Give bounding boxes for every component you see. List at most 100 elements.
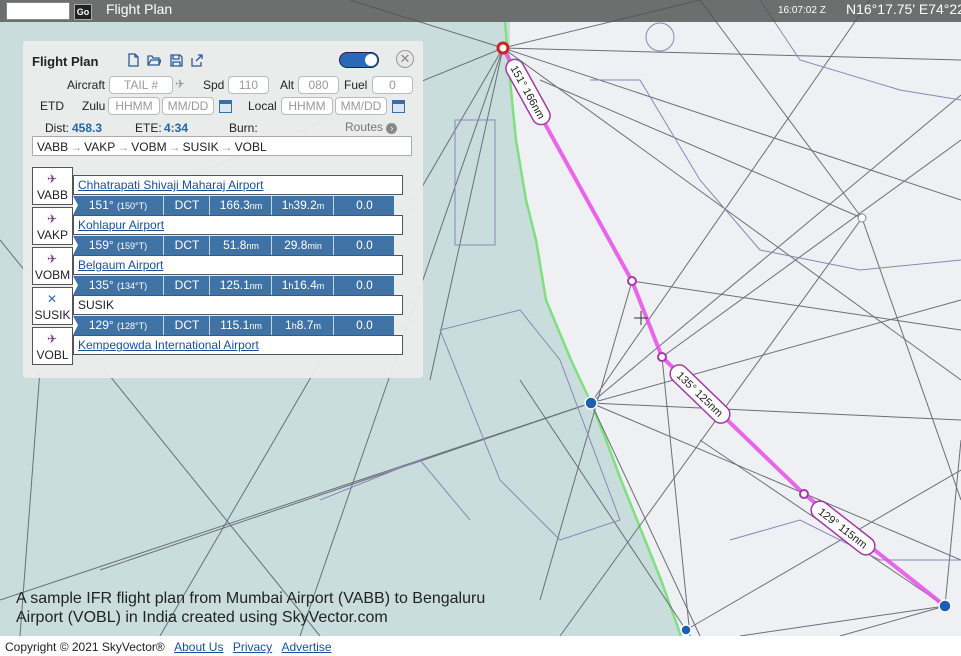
toggle-knob	[365, 54, 377, 66]
leg-fuel: 0.0	[356, 198, 373, 212]
route-arrow-icon: →	[70, 140, 83, 154]
local-date-input[interactable]: MM/DD	[335, 97, 387, 115]
leg-course: 159°	[88, 238, 114, 252]
routes-arrow-icon: ›	[386, 123, 398, 134]
route-point: VOBM	[131, 140, 167, 154]
alt-label: Alt	[280, 78, 295, 92]
fuel-input[interactable]: 0	[372, 76, 413, 94]
leg-ete-hours: 1	[281, 278, 289, 292]
route-label-3-text: 129° 115nm	[816, 506, 870, 552]
zulu-calendar-icon[interactable]	[219, 100, 232, 113]
spd-input[interactable]: 110	[228, 76, 269, 94]
route-arrow-icon: →	[168, 140, 181, 154]
leg-arrow-icon	[73, 196, 78, 215]
search-input[interactable]	[6, 2, 70, 20]
leg-ete-hours: 1	[281, 198, 289, 212]
new-document-icon[interactable]	[126, 53, 140, 67]
coastline	[503, 21, 683, 636]
zulu-time: 16:07:02 Z	[778, 5, 826, 16]
zulu-time-input[interactable]: HHMM	[108, 97, 160, 115]
vor-marker-2	[680, 624, 692, 636]
advertise-link[interactable]: Advertise	[281, 640, 332, 654]
vor-marker	[584, 396, 598, 410]
leg-fuel: 0.0	[356, 318, 373, 332]
caption-line-1: A sample IFR flight plan from Mumbai Air…	[16, 590, 486, 607]
leg-fuel: 0.0	[356, 278, 373, 292]
airport-name-link[interactable]: Kohlapur Airport	[73, 215, 403, 235]
aircraft-plane-icon[interactable]: ✈	[175, 77, 186, 91]
flight-plan-panel: Flight Plan ✕ Aircraft TAIL # ✈ Spd 110 …	[23, 41, 423, 378]
close-panel-button[interactable]: ✕	[396, 50, 414, 68]
leg-course: 135°	[88, 278, 114, 292]
leg-row[interactable]: 135° (134°T) DCT 125.1nm 1h16.4m 0.0	[73, 276, 394, 295]
route-label-3: 129° 115nm	[810, 500, 876, 556]
waypoint-box[interactable]: ✈ VABB	[32, 167, 73, 205]
waypoint-box[interactable]: ✕ SUSIK	[32, 287, 73, 325]
leg-cell: 51.8nm	[209, 236, 272, 255]
share-icon[interactable]	[190, 53, 204, 67]
aircraft-label: Aircraft	[67, 78, 106, 92]
waypoint-box[interactable]: ✈ VAKP	[32, 207, 73, 245]
leg-ete-hours: 1	[285, 318, 292, 332]
airport-name-link[interactable]: Belgaum Airport	[73, 255, 403, 275]
ete-label: ETE:	[135, 121, 162, 135]
compass-rose-2	[857, 213, 867, 223]
leg-cell: 151° (150°T)	[73, 196, 163, 215]
zulu-date-input[interactable]: MM/DD	[162, 97, 214, 115]
waypoint-code: VOBL	[36, 348, 69, 362]
route-string-input[interactable]: VABB → VAKP → VOBM → SUSIK → VOBL	[32, 136, 412, 156]
waypoint-vobm	[657, 352, 667, 362]
about-link[interactable]: About Us	[174, 640, 224, 654]
local-time-input[interactable]: HHMM	[281, 97, 333, 115]
leg-ete-minutes: 8.7	[296, 318, 314, 332]
local-calendar-icon[interactable]	[392, 100, 405, 113]
leg-course: 151°	[88, 198, 114, 212]
leg-cell: 125.1nm	[209, 276, 272, 295]
leg-cell: DCT	[163, 276, 210, 295]
airport-vobl-marker	[938, 599, 952, 613]
leg-ete-minutes: 29.8	[284, 238, 308, 252]
airport-name-link[interactable]: Kempegowda International Airport	[73, 335, 403, 355]
route-point: VABB	[37, 140, 69, 154]
airport-icon: ✈	[47, 172, 58, 186]
leg-ete-minutes: 16.4	[293, 278, 317, 292]
leg-ete-minutes: 39.2	[293, 198, 317, 212]
leg-cell: 135° (134°T)	[73, 276, 163, 295]
routes-button[interactable]: Routes ›	[345, 120, 398, 134]
leg-row[interactable]: 129° (128°T) DCT 115.1nm 1h8.7m 0.0	[73, 316, 394, 335]
alt-input[interactable]: 080	[298, 76, 339, 94]
leg-cell: 0.0	[333, 196, 395, 215]
waypoint-code: VAKP	[36, 228, 69, 242]
privacy-link[interactable]: Privacy	[232, 640, 273, 654]
waypoint-box[interactable]: ✈ VOBM	[32, 247, 73, 285]
airport-icon: ✈	[47, 212, 58, 226]
leg-arrow-icon	[73, 276, 78, 295]
panel-toggle-switch[interactable]	[339, 52, 379, 68]
aircraft-input[interactable]: TAIL #	[109, 76, 173, 94]
leg-row[interactable]: 151° (150°T) DCT 166.3nm 1h39.2m 0.0	[73, 196, 394, 215]
save-icon[interactable]	[169, 53, 183, 67]
chart-map[interactable]: 151° 166nm 135° 125nm 129° 115nm Go Flig…	[0, 0, 961, 636]
cursor-coordinates: N16°17.75' E74°22	[846, 1, 961, 17]
leg-true-course: (159°T)	[117, 241, 148, 251]
go-button[interactable]: Go	[74, 4, 92, 20]
waypoint-box[interactable]: ✈ VOBL	[32, 327, 73, 365]
leg-distance: 51.8	[223, 238, 247, 252]
leg-true-course: (150°T)	[117, 201, 148, 211]
leg-cell: 1h8.7m	[271, 316, 334, 335]
leg-distance-unit: nm	[246, 241, 259, 251]
caption-line-2: Airport (VOBL) in India created using Sk…	[16, 609, 388, 626]
airport-name-link[interactable]: Chhatrapati Shivaji Maharaj Airport	[73, 175, 403, 195]
top-bar-title[interactable]: Flight Plan	[106, 1, 173, 17]
leg-row[interactable]: 159° (159°T) DCT 51.8nm 29.8min 0.0	[73, 236, 394, 255]
route-point: SUSIK	[182, 140, 219, 154]
leg-course: 129°	[88, 318, 114, 332]
spd-label: Spd	[203, 78, 225, 92]
open-folder-icon[interactable]	[147, 53, 161, 67]
leg-arrow-icon	[73, 236, 78, 255]
leg-true-course: (128°T)	[117, 321, 148, 331]
leg-fuel: 0.0	[356, 238, 373, 252]
leg-via: DCT	[174, 278, 200, 292]
crosshair-cursor	[634, 311, 648, 325]
waypoint-vakp	[627, 276, 637, 286]
